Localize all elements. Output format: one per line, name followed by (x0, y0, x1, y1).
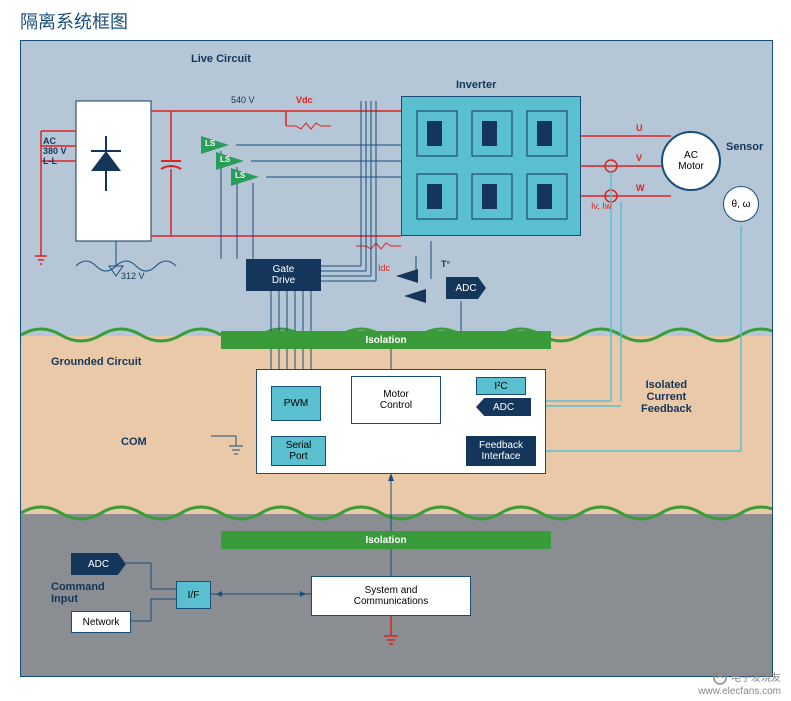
network-block: Network (71, 611, 131, 633)
w-label: W (636, 183, 645, 193)
inverter-block (401, 96, 581, 236)
sensor-circle: θ, ω (723, 186, 759, 222)
syscomm-block: System and Communications (311, 576, 471, 616)
diagram-frame: Live Circuit Grounded Circuit COM Comman… (20, 40, 773, 677)
cmd-input-label: Command Input (51, 581, 105, 605)
ac380: AC 380 V L-L (43, 136, 67, 166)
watermark-line1: 电子发烧友 (731, 673, 781, 684)
ls3: LS (235, 171, 245, 180)
iviw: Iv, Iw (591, 201, 611, 211)
com-label: COM (121, 436, 147, 448)
v540: 540 V (231, 95, 255, 105)
sensor-label: Sensor (726, 141, 763, 153)
adc-live-block: ADC (446, 277, 486, 299)
idc: Idc (378, 263, 390, 273)
if-block: I/F (176, 581, 211, 609)
serial-port-block: Serial Port (271, 436, 326, 466)
ac-motor: AC Motor (661, 131, 721, 191)
feedback-if-block: Feedback Interface (466, 436, 536, 466)
isolated-fb-label: Isolated Current Feedback (641, 379, 692, 415)
i2c-block: I²C (476, 377, 526, 395)
isolation-1: Isolation (221, 331, 551, 349)
motor-control-block: Motor Control (351, 376, 441, 424)
watermark-line2: www.elecfans.com (698, 686, 781, 697)
adc-grounded-block: ADC (476, 398, 531, 416)
v312: 312 V (121, 271, 145, 281)
ls1: LS (205, 139, 215, 148)
live-label: Live Circuit (191, 53, 251, 65)
ls2: LS (220, 155, 230, 164)
v-label: V (636, 153, 642, 163)
adc-cmd-block: ADC (71, 553, 126, 575)
grounded-label: Grounded Circuit (51, 356, 141, 368)
watermark: 电子发烧友 www.elecfans.com (698, 669, 781, 697)
pwm-block: PWM (271, 386, 321, 421)
page-title: 隔离系统框图 (20, 8, 128, 34)
amp-triangles (396, 266, 451, 306)
isolation-2: Isolation (221, 531, 551, 549)
inverter-label: Inverter (456, 79, 496, 91)
vdc: Vdc (296, 95, 313, 105)
u-label: U (636, 123, 643, 133)
gate-drive-block: Gate Drive (246, 259, 321, 291)
